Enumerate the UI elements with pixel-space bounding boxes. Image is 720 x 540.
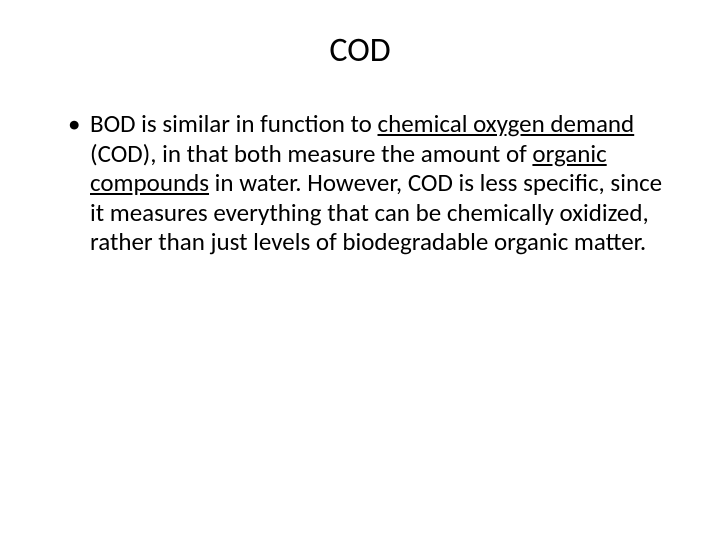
link-chemical-oxygen-demand[interactable]: chemical oxygen demand [378,108,635,139]
slide-title: COD [40,30,680,71]
text-part-2: (COD), in that both measure the amount o… [90,138,532,169]
text-part-1: BOD is similar in function to [90,108,378,139]
bullet-list: BOD is similar in function to chemical o… [40,109,680,257]
slide: COD BOD is similar in function to chemic… [0,0,720,540]
bullet-item: BOD is similar in function to chemical o… [68,109,680,257]
